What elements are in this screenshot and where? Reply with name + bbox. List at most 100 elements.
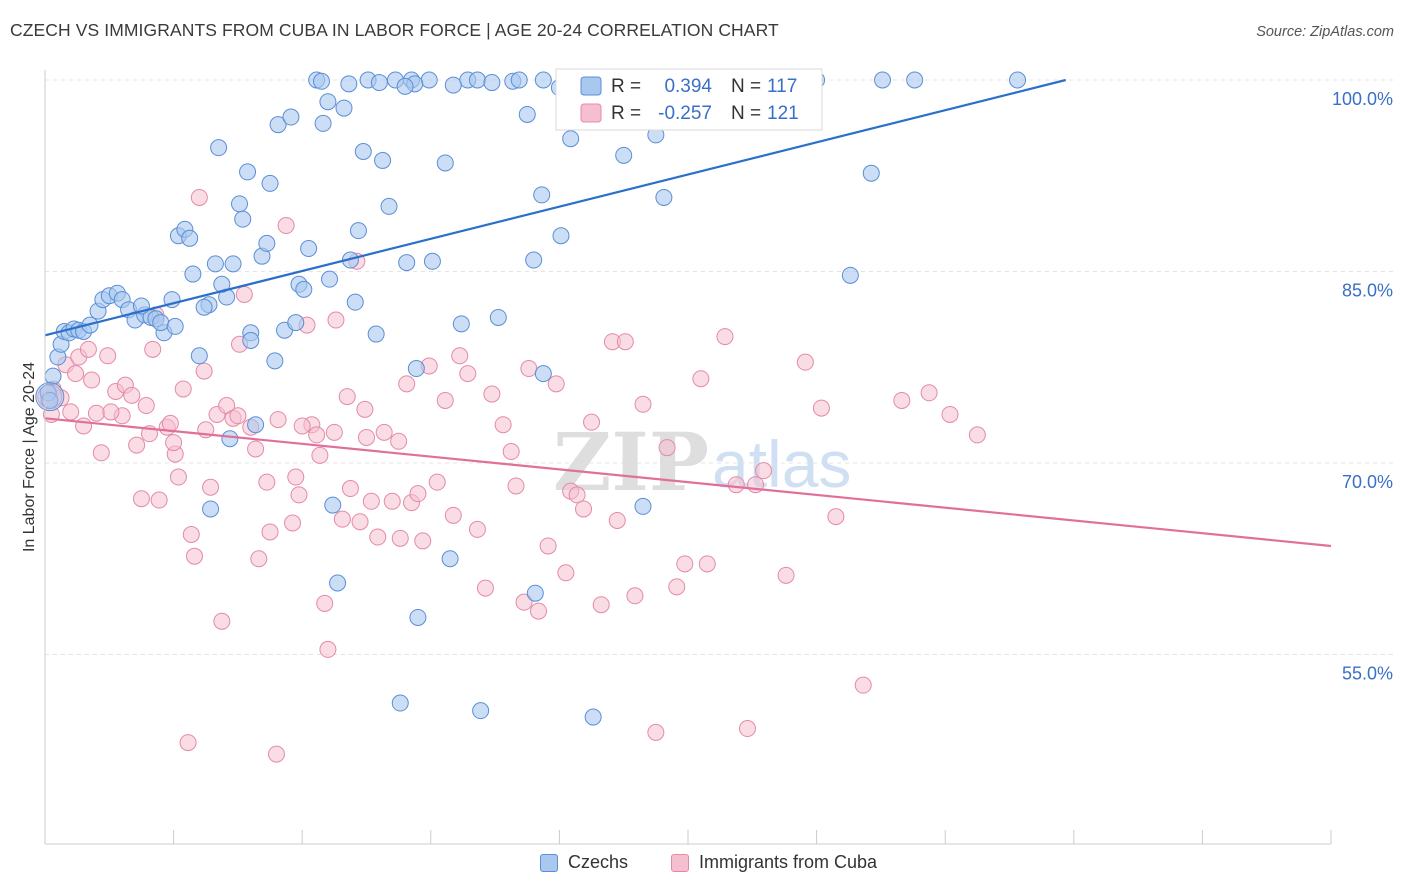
cuba-point: [284, 514, 302, 532]
cuba-point: [325, 423, 343, 441]
y-axis-label: In Labor Force | Age 20-24: [21, 362, 38, 552]
cuba-point: [738, 720, 756, 738]
legend-czechs-r-label: R =: [611, 76, 641, 97]
cuba-point: [634, 395, 652, 413]
legend-top: R = 0.394 N = 117 R = -0.257 N = 121: [555, 68, 823, 131]
cuba-point: [515, 593, 533, 611]
cuba-point: [428, 473, 446, 491]
czechs-point: [202, 500, 220, 518]
czechs-point: [210, 139, 228, 157]
legend-cuba-r-label: R =: [611, 103, 641, 124]
czechs-point: [841, 266, 859, 284]
cuba-point: [287, 468, 305, 486]
cuba-point: [277, 217, 295, 235]
cuba-point: [144, 340, 162, 358]
czechs-point: [367, 325, 385, 343]
cuba-point: [128, 436, 146, 454]
legend-bottom-czechs-label: Czechs: [568, 852, 629, 872]
chart-source: Source: ZipAtlas.com: [1256, 24, 1394, 40]
czechs-point: [436, 154, 454, 172]
czechs-trendline: [44, 78, 1067, 337]
czechs-point: [181, 229, 199, 247]
czechs-point: [354, 142, 372, 160]
cuba-point: [137, 397, 155, 415]
cuba-point: [258, 473, 276, 491]
cuba-point: [459, 365, 477, 383]
watermark: ZIP atlas: [553, 415, 851, 509]
cuba-point: [668, 578, 686, 596]
czechs-point: [420, 71, 438, 89]
y-tick-label: 55.0%: [1342, 664, 1393, 684]
series-czechs-points: [35, 71, 1027, 726]
czechs-point: [380, 197, 398, 215]
cuba-point: [290, 486, 308, 504]
cuba-point: [185, 547, 203, 565]
cuba-point: [568, 486, 586, 504]
cuba-point: [436, 391, 454, 409]
cuba-point: [539, 537, 557, 555]
cuba-point: [229, 407, 247, 425]
czechs-point: [483, 74, 501, 92]
cuba-point: [483, 385, 501, 403]
czechs-point: [152, 314, 170, 332]
cuba-point: [165, 434, 183, 452]
cuba-swatch: [671, 853, 689, 872]
czechs-point: [266, 352, 284, 370]
czechs-point: [184, 265, 202, 283]
cuba-point: [476, 579, 494, 597]
legend-czechs-swatch: [580, 76, 602, 96]
y-tick-label: 85.0%: [1342, 281, 1393, 301]
czechs-point: [324, 496, 342, 514]
cuba-point: [920, 384, 938, 402]
czechs-point: [239, 163, 257, 181]
cuba-point: [626, 587, 644, 605]
czechs-point: [874, 71, 892, 89]
cuba-point: [414, 532, 432, 550]
cuba-point: [391, 529, 409, 547]
czechs-point: [862, 164, 880, 182]
cuba-point: [727, 476, 745, 494]
czechs-point: [312, 72, 330, 90]
czechs-point: [1009, 71, 1027, 89]
legend-cuba-n-label: N =: [731, 103, 761, 124]
czechs-point: [534, 365, 552, 383]
cuba-point: [575, 500, 593, 518]
cuba-point: [333, 510, 351, 528]
cuba-point: [75, 417, 93, 435]
czechs-point: [195, 298, 213, 316]
cuba-point: [796, 353, 814, 371]
czechs-point: [370, 74, 388, 92]
legend-bottom-cuba[interactable]: Immigrants from Cuba: [671, 852, 877, 873]
czechs-point: [321, 270, 339, 288]
czechs-point: [282, 108, 300, 126]
cuba-point: [195, 362, 213, 380]
cuba-point: [99, 347, 117, 365]
cuba-point: [67, 365, 85, 383]
czechs-point: [349, 222, 367, 240]
cuba-point: [375, 423, 393, 441]
czechs-point: [634, 497, 652, 515]
czechs-point: [444, 76, 462, 94]
trend-layer: [44, 78, 1332, 548]
cuba-point: [213, 612, 231, 630]
cuba-point: [968, 426, 986, 444]
czechs-point: [287, 314, 305, 332]
czechs-point: [295, 280, 313, 298]
czechs-point: [584, 708, 602, 726]
cuba-point: [356, 400, 374, 418]
cuba-point: [267, 745, 285, 763]
czechs-point: [269, 116, 287, 134]
czechs-point: [213, 275, 231, 293]
cuba-trendline: [44, 417, 1332, 548]
czechs-point: [319, 93, 337, 111]
legend-cuba-swatch: [580, 103, 602, 123]
cuba-point: [369, 528, 387, 546]
czechs-point: [221, 430, 239, 448]
cuba-point: [530, 602, 548, 620]
cuba-point: [123, 386, 141, 404]
czechs-point: [314, 114, 332, 132]
cuba-point: [812, 399, 830, 417]
cuba-point: [444, 506, 462, 524]
czechs-point: [396, 77, 414, 95]
legend-bottom-czechs[interactable]: Czechs: [540, 852, 628, 873]
